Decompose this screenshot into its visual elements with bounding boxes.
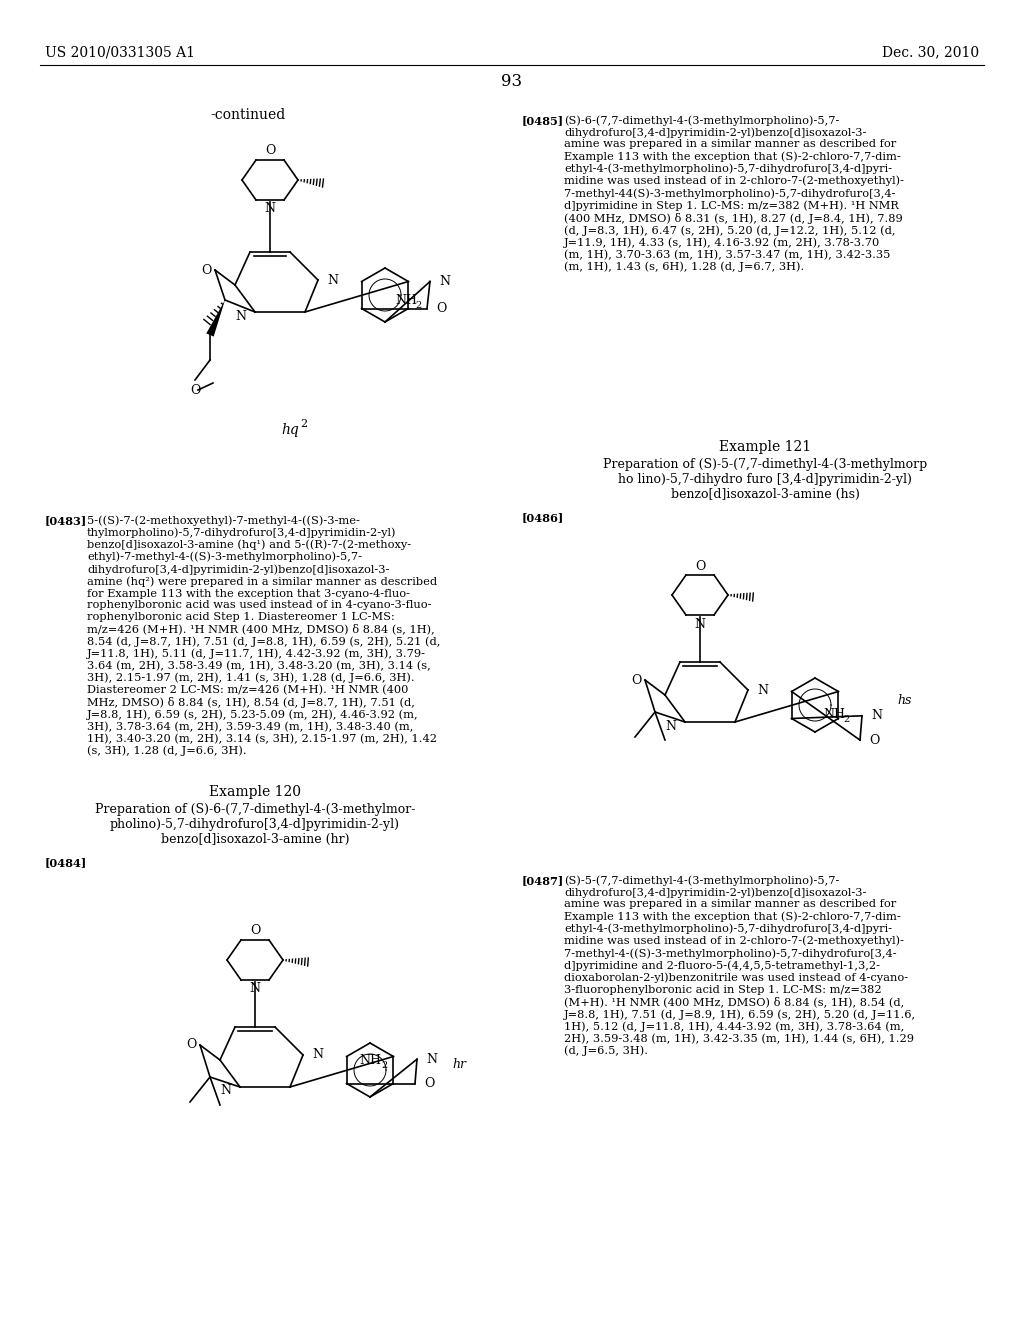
Text: N: N xyxy=(757,684,768,697)
Text: Dec. 30, 2010: Dec. 30, 2010 xyxy=(882,45,979,59)
Text: 2: 2 xyxy=(843,714,849,723)
Text: O: O xyxy=(869,734,880,747)
Text: N: N xyxy=(234,309,246,322)
Text: N: N xyxy=(327,273,338,286)
Text: O: O xyxy=(250,924,260,937)
Text: (S)-6-(7,7-dimethyl-4-(3-methylmorpholino)-5,7-
dihydrofuro[3,4-d]pyrimidin-2-yl: (S)-6-(7,7-dimethyl-4-(3-methylmorpholin… xyxy=(564,115,904,272)
Text: O: O xyxy=(424,1077,434,1090)
Text: N: N xyxy=(250,982,260,995)
Text: N: N xyxy=(665,719,676,733)
Polygon shape xyxy=(206,300,225,337)
Text: N: N xyxy=(220,1085,231,1097)
Text: [0484]: [0484] xyxy=(45,857,87,869)
Text: O: O xyxy=(695,560,706,573)
Text: (S)-5-(7,7-dimethyl-4-(3-methylmorpholino)-5,7-
dihydrofuro[3,4-d]pyrimidin-2-yl: (S)-5-(7,7-dimethyl-4-(3-methylmorpholin… xyxy=(564,875,916,1056)
Text: O: O xyxy=(189,384,200,396)
Text: hr: hr xyxy=(452,1059,466,1072)
Text: [0483]: [0483] xyxy=(45,515,87,525)
Text: Example 120: Example 120 xyxy=(209,785,301,799)
Text: 5-((S)-7-(2-methoxyethyl)-7-methyl-4-((S)-3-me-
thylmorpholino)-5,7-dihydrofuro[: 5-((S)-7-(2-methoxyethyl)-7-methyl-4-((S… xyxy=(87,515,440,756)
Text: O: O xyxy=(265,144,275,157)
Text: N: N xyxy=(871,709,882,722)
Text: 2: 2 xyxy=(382,1061,388,1071)
Text: [0485]: [0485] xyxy=(522,115,564,125)
Text: N: N xyxy=(312,1048,323,1061)
Text: [0487]: [0487] xyxy=(522,875,564,886)
Text: O: O xyxy=(185,1039,197,1052)
Text: N: N xyxy=(264,202,275,215)
Text: N: N xyxy=(426,1053,437,1065)
Text: NH: NH xyxy=(395,293,417,306)
Text: N: N xyxy=(694,618,706,631)
Text: hs: hs xyxy=(897,693,911,706)
Text: 2: 2 xyxy=(415,301,421,309)
Text: Preparation of (S)-6-(7,7-dimethyl-4-(3-methylmor-
pholino)-5,7-dihydrofuro[3,4-: Preparation of (S)-6-(7,7-dimethyl-4-(3-… xyxy=(95,803,415,846)
Text: NH: NH xyxy=(823,708,845,721)
Text: [0486]: [0486] xyxy=(522,512,564,523)
Text: N: N xyxy=(439,275,450,288)
Text: US 2010/0331305 A1: US 2010/0331305 A1 xyxy=(45,45,195,59)
Text: 93: 93 xyxy=(502,74,522,91)
Text: hq: hq xyxy=(282,422,299,437)
Text: O: O xyxy=(631,673,641,686)
Text: Example 121: Example 121 xyxy=(719,440,811,454)
Text: Preparation of (S)-5-(7,7-dimethyl-4-(3-methylmorp
ho lino)-5,7-dihydro furo [3,: Preparation of (S)-5-(7,7-dimethyl-4-(3-… xyxy=(603,458,927,502)
Text: O: O xyxy=(201,264,211,276)
Text: -continued: -continued xyxy=(210,108,286,121)
Text: 2: 2 xyxy=(300,418,307,429)
Text: O: O xyxy=(436,302,446,315)
Text: NH: NH xyxy=(359,1055,381,1068)
